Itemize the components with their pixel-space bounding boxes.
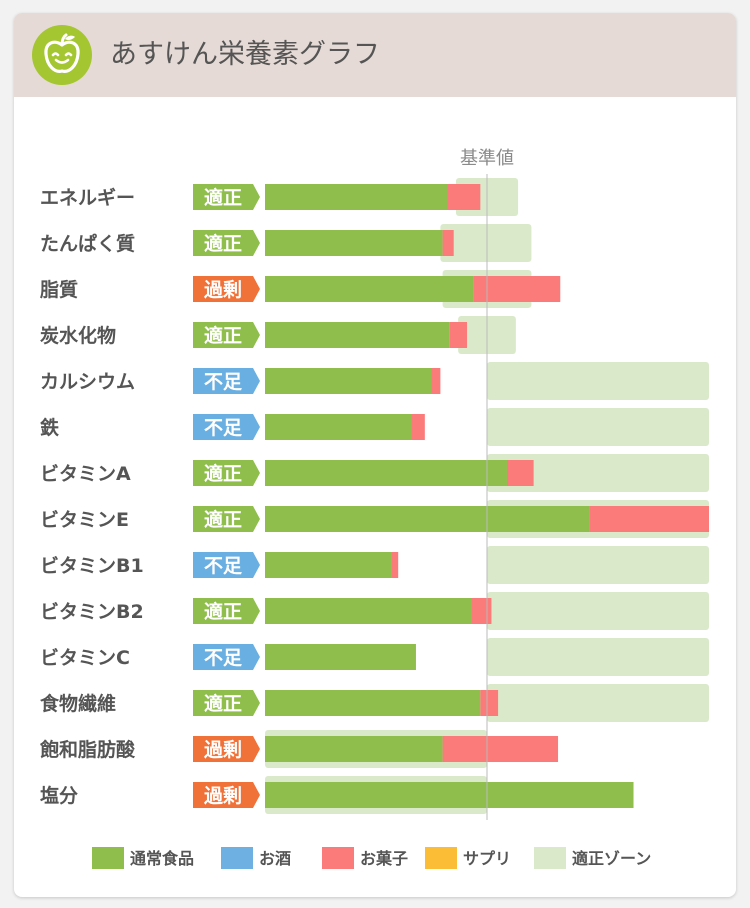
category-label: ビタミンB2: [40, 601, 144, 623]
bar-segment: [265, 782, 634, 808]
adequate-zone: [487, 638, 709, 676]
category-label: ビタミンB1: [40, 555, 144, 577]
bar-segment: [265, 368, 432, 394]
bar-segment: [473, 276, 561, 302]
bar-segment: [265, 506, 590, 532]
category-label: 塩分: [40, 784, 78, 807]
bar-segment: [265, 644, 416, 670]
status-label: 適正: [204, 508, 242, 531]
bar-segment: [506, 460, 534, 486]
status-label: 適正: [204, 232, 242, 255]
bar-segment: [449, 322, 468, 348]
bar-segment: [265, 460, 507, 486]
bar-segment: [265, 184, 448, 210]
status-badge: [193, 276, 260, 302]
adequate-zone: [487, 362, 709, 400]
status-badge: [193, 322, 260, 348]
status-badge: [193, 506, 260, 532]
page-title: あすけん栄養素グラフ: [110, 39, 380, 70]
status-badge: [193, 782, 260, 808]
legend-label: お菓子: [360, 849, 408, 868]
category-label: 食物繊維: [40, 692, 116, 715]
category-label: 飽和脂肪酸: [39, 738, 136, 761]
status-badge: [193, 460, 260, 486]
adequate-zone: [487, 684, 709, 722]
status-badge: [193, 690, 260, 716]
status-badge: [193, 368, 260, 394]
bar-segment: [471, 598, 492, 624]
category-label: ビタミンA: [40, 463, 131, 485]
adequate-zone: [487, 546, 709, 584]
category-label: たんぱく質: [40, 232, 135, 255]
category-label: ビタミンC: [40, 647, 130, 669]
legend-swatch: [92, 847, 124, 869]
bar-segment: [589, 506, 709, 532]
apple-face-icon: [32, 25, 92, 85]
bar-segment: [265, 322, 450, 348]
status-badge: [193, 736, 260, 762]
status-label: 不足: [204, 417, 243, 439]
legend-swatch: [534, 847, 566, 869]
bar-segment: [480, 690, 499, 716]
status-label: 過剰: [204, 278, 242, 301]
bar-segment: [447, 184, 481, 210]
status-badge: [193, 414, 260, 440]
bar-segment: [265, 552, 392, 578]
bar-segment: [265, 690, 481, 716]
category-label: エネルギー: [40, 187, 135, 209]
status-label: 適正: [204, 324, 242, 347]
status-badge: [193, 230, 260, 256]
status-label: 不足: [204, 555, 243, 577]
status-label: 不足: [204, 371, 243, 393]
status-badge: [193, 644, 260, 670]
adequate-zone: [440, 224, 532, 262]
adequate-zone: [487, 408, 709, 446]
status-badge: [193, 552, 260, 578]
bar-segment: [265, 414, 412, 440]
legend-swatch: [425, 847, 457, 869]
status-label: 過剰: [204, 784, 242, 807]
status-label: 適正: [204, 600, 242, 623]
category-label: 鉄: [40, 416, 59, 439]
category-label: カルシウム: [40, 371, 135, 393]
adequate-zone: [487, 454, 709, 492]
status-label: 不足: [204, 647, 243, 669]
status-label: 過剰: [204, 738, 242, 761]
legend-swatch: [221, 847, 253, 869]
bar-segment: [265, 598, 472, 624]
bar-segment: [265, 736, 443, 762]
status-label: 適正: [204, 186, 242, 209]
status-badge: [193, 598, 260, 624]
legend-label: サプリ: [463, 849, 511, 868]
category-label: 炭水化物: [40, 324, 116, 347]
card-header: あすけん栄養素グラフ: [14, 13, 736, 97]
status-label: 適正: [204, 692, 242, 715]
legend-label: お酒: [259, 849, 291, 868]
status-label: 適正: [204, 462, 242, 485]
bar-segment: [442, 230, 454, 256]
bar-segment: [265, 276, 474, 302]
category-label: ビタミンE: [40, 509, 129, 531]
bar-segment: [265, 230, 443, 256]
bar-segment: [442, 736, 559, 762]
reference-label: 基準値: [460, 148, 514, 169]
legend-swatch: [322, 847, 354, 869]
adequate-zone: [487, 592, 709, 630]
bar-segment: [391, 552, 399, 578]
legend-label: 通常食品: [130, 849, 194, 868]
status-badge: [193, 184, 260, 210]
category-label: 脂質: [40, 278, 78, 301]
nutrient-graph-card: あすけん栄養素グラフ 基準値 エネルギー 適正 たんぱく質 適正 脂質 過剰 炭水化物 適正 カル…: [14, 13, 736, 897]
bar-segment: [431, 368, 441, 394]
legend-label: 適正ゾーン: [572, 849, 651, 868]
bar-segment: [411, 414, 425, 440]
